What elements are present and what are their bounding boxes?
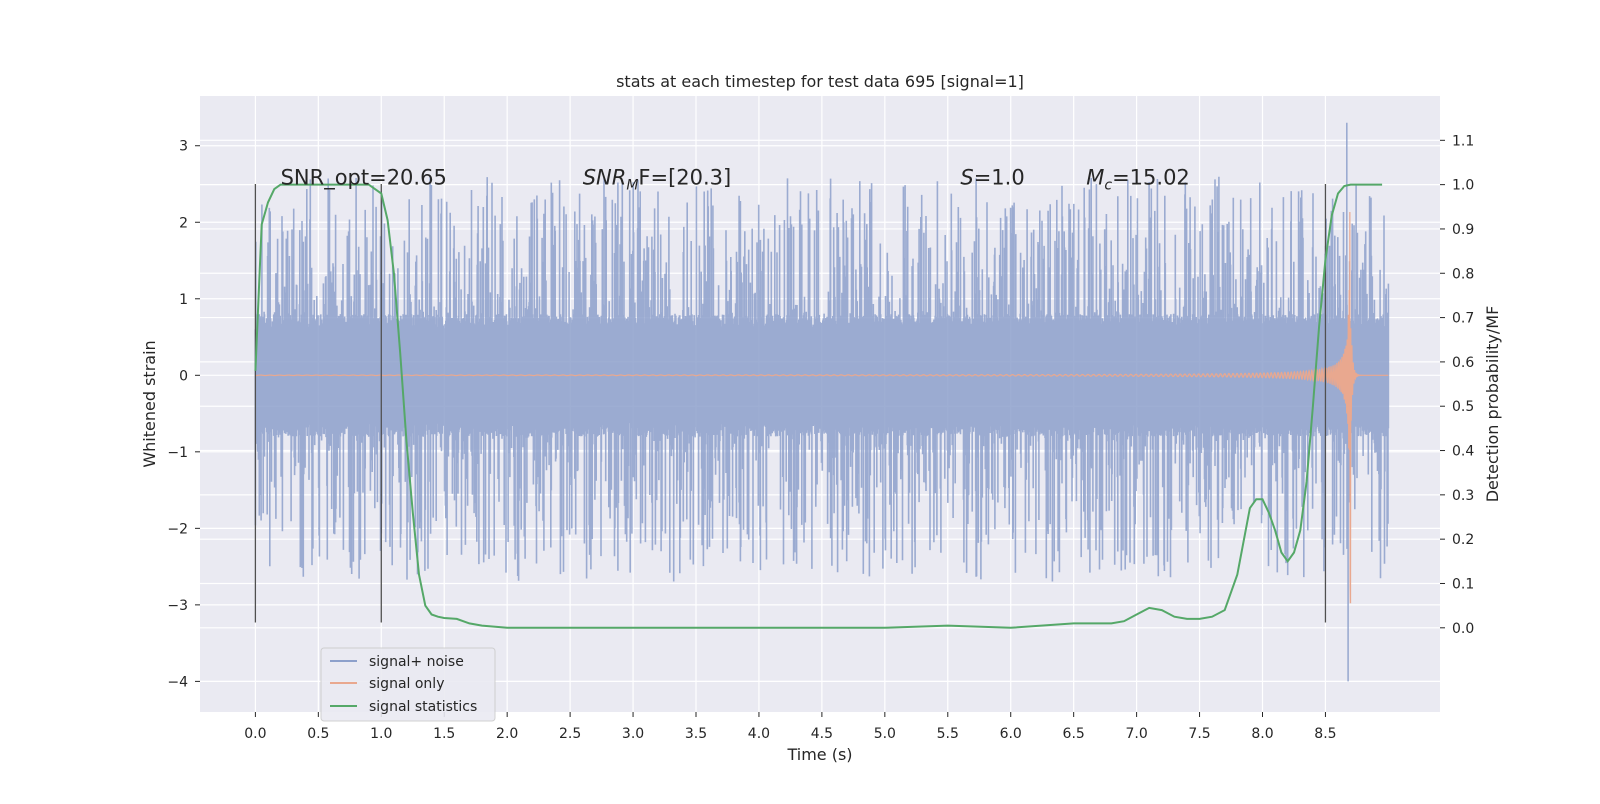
x-tick-label: 3.5 [685, 726, 707, 742]
x-tick-label: 1.0 [370, 726, 392, 742]
y-tick-label: 3 [179, 139, 188, 155]
legend-label-signal-only: signal only [369, 676, 444, 692]
y-right-tick-label: 1.1 [1452, 133, 1474, 149]
y-axis-label-right: Detection probability/MF [1483, 306, 1502, 503]
y-right-tick-label: 0.3 [1452, 488, 1474, 504]
y-right-tick-label: 0.7 [1452, 311, 1474, 327]
x-tick-label: 4.0 [748, 726, 770, 742]
x-tick-label: 4.5 [811, 726, 833, 742]
x-tick-label: 7.5 [1188, 726, 1210, 742]
series-signal-only [255, 211, 1389, 604]
y-right-tick-label: 0.5 [1452, 399, 1474, 415]
y-right-tick-label: 0.2 [1452, 532, 1474, 548]
x-tick-label: 8.0 [1251, 726, 1273, 742]
annotation-snr-opt: SNR_opt=20.65 [281, 165, 447, 190]
annotation-s-val: S=1.0 [960, 165, 1024, 189]
x-tick-label: 7.0 [1125, 726, 1147, 742]
x-axis-label: Time (s) [786, 745, 852, 764]
y-right-tick-label: 0.0 [1452, 621, 1474, 637]
y-right-tick-label: 0.1 [1452, 576, 1474, 592]
x-tick-label: 5.5 [937, 726, 959, 742]
annotations: SNR_opt=20.65 SNRMF=[20.3] S=1.0 Mc=15.02 [281, 165, 1190, 193]
x-tick-label: 2.0 [496, 726, 518, 742]
plot-content [254, 122, 1390, 682]
y-tick-label: 1 [179, 292, 188, 308]
series-signal-statistics [254, 183, 1383, 629]
x-tick-label: 0.5 [307, 726, 329, 742]
x-tick-label: 8.5 [1314, 726, 1336, 742]
x-tick-label: 0.0 [244, 726, 266, 742]
annotation-snr-mf: SNRMF=[20.3] [583, 165, 732, 193]
y-right-tick-label: 0.4 [1452, 444, 1474, 460]
y-tick-label: −4 [167, 674, 188, 690]
chart-title: stats at each timestep for test data 695… [616, 72, 1024, 91]
y-right-tick-label: 0.9 [1452, 222, 1474, 238]
x-tick-label: 3.0 [622, 726, 644, 742]
x-tick-label: 5.0 [874, 726, 896, 742]
axes: 0.0 0.5 1.0 1.5 2.0 2.5 3.0 3.5 4.0 4.5 5.0 5.5 6.0 6… [167, 133, 1474, 742]
legend-label-signal-noise: signal+ noise [369, 654, 464, 670]
x-tick-label: 6.0 [1000, 726, 1022, 742]
y-right-tick-label: 0.6 [1452, 355, 1474, 371]
y-right-tick-label: 1.0 [1452, 178, 1474, 194]
annotation-mc-val: Mc=15.02 [1086, 165, 1190, 193]
legend-box [320, 647, 496, 722]
y-tick-label: 2 [179, 215, 188, 231]
legend: signal+ noise signal only signal statist… [320, 647, 496, 722]
y-tick-label: −2 [167, 521, 188, 537]
x-tick-label: 2.5 [559, 726, 581, 742]
legend-label-signal-statistics: signal statistics [369, 699, 477, 715]
y-right-tick-label: 0.8 [1452, 266, 1474, 282]
y-tick-label: 0 [179, 368, 188, 384]
y-tick-label: −1 [167, 445, 188, 461]
x-tick-label: 6.5 [1063, 726, 1085, 742]
x-tick-label: 1.5 [433, 726, 455, 742]
y-tick-label: −3 [167, 598, 188, 614]
y-axis-label: Whitened strain [140, 340, 159, 467]
